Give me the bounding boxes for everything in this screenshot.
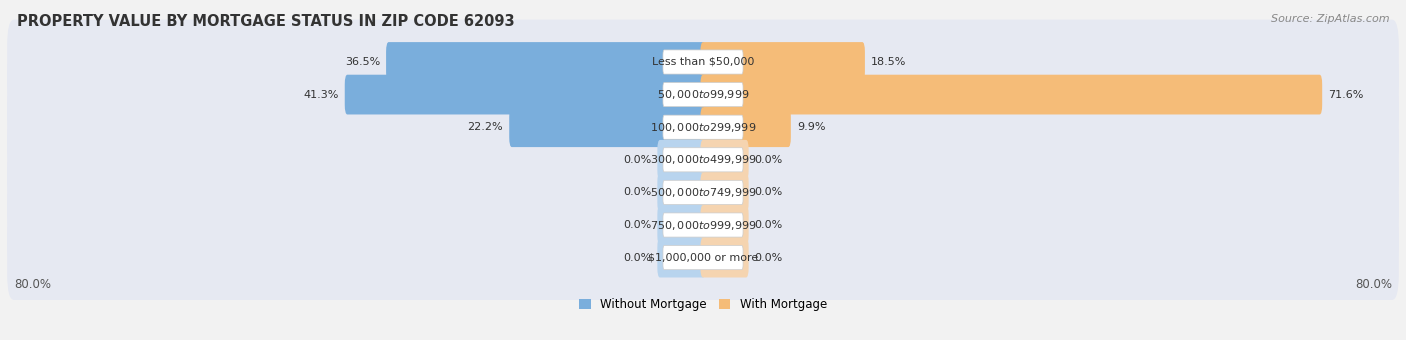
FancyBboxPatch shape: [658, 238, 706, 277]
FancyBboxPatch shape: [664, 83, 742, 107]
FancyBboxPatch shape: [7, 183, 1399, 267]
FancyBboxPatch shape: [700, 238, 748, 277]
FancyBboxPatch shape: [700, 140, 748, 180]
Text: 9.9%: 9.9%: [797, 122, 825, 132]
Text: 22.2%: 22.2%: [468, 122, 503, 132]
Text: 0.0%: 0.0%: [623, 253, 651, 262]
FancyBboxPatch shape: [509, 107, 706, 147]
Text: 0.0%: 0.0%: [755, 220, 783, 230]
Text: 0.0%: 0.0%: [755, 187, 783, 198]
Text: 80.0%: 80.0%: [1355, 278, 1392, 291]
Text: Less than $50,000: Less than $50,000: [652, 57, 754, 67]
FancyBboxPatch shape: [7, 150, 1399, 235]
Text: 0.0%: 0.0%: [623, 220, 651, 230]
FancyBboxPatch shape: [658, 205, 706, 245]
Text: $750,000 to $999,999: $750,000 to $999,999: [650, 219, 756, 232]
FancyBboxPatch shape: [664, 180, 742, 204]
FancyBboxPatch shape: [7, 20, 1399, 104]
FancyBboxPatch shape: [658, 140, 706, 180]
FancyBboxPatch shape: [664, 245, 742, 270]
Text: $50,000 to $99,999: $50,000 to $99,999: [657, 88, 749, 101]
FancyBboxPatch shape: [700, 205, 748, 245]
FancyBboxPatch shape: [344, 75, 706, 115]
Text: $500,000 to $749,999: $500,000 to $749,999: [650, 186, 756, 199]
FancyBboxPatch shape: [7, 52, 1399, 137]
Text: 0.0%: 0.0%: [755, 253, 783, 262]
FancyBboxPatch shape: [664, 115, 742, 139]
Legend: Without Mortgage, With Mortgage: Without Mortgage, With Mortgage: [574, 293, 832, 316]
Text: $100,000 to $299,999: $100,000 to $299,999: [650, 121, 756, 134]
FancyBboxPatch shape: [7, 215, 1399, 300]
Text: Source: ZipAtlas.com: Source: ZipAtlas.com: [1271, 14, 1389, 23]
Text: 0.0%: 0.0%: [623, 187, 651, 198]
Text: 0.0%: 0.0%: [623, 155, 651, 165]
FancyBboxPatch shape: [700, 172, 748, 212]
FancyBboxPatch shape: [664, 213, 742, 237]
FancyBboxPatch shape: [7, 85, 1399, 170]
FancyBboxPatch shape: [664, 50, 742, 74]
Text: 0.0%: 0.0%: [755, 155, 783, 165]
FancyBboxPatch shape: [387, 42, 706, 82]
Text: PROPERTY VALUE BY MORTGAGE STATUS IN ZIP CODE 62093: PROPERTY VALUE BY MORTGAGE STATUS IN ZIP…: [17, 14, 515, 29]
FancyBboxPatch shape: [700, 42, 865, 82]
FancyBboxPatch shape: [658, 172, 706, 212]
FancyBboxPatch shape: [700, 75, 1322, 115]
FancyBboxPatch shape: [700, 107, 790, 147]
Text: 36.5%: 36.5%: [344, 57, 380, 67]
Text: 41.3%: 41.3%: [304, 90, 339, 100]
FancyBboxPatch shape: [664, 148, 742, 172]
Text: $1,000,000 or more: $1,000,000 or more: [648, 253, 758, 262]
Text: 80.0%: 80.0%: [14, 278, 51, 291]
FancyBboxPatch shape: [7, 117, 1399, 202]
Text: 71.6%: 71.6%: [1329, 90, 1364, 100]
Text: $300,000 to $499,999: $300,000 to $499,999: [650, 153, 756, 166]
Text: 18.5%: 18.5%: [870, 57, 907, 67]
